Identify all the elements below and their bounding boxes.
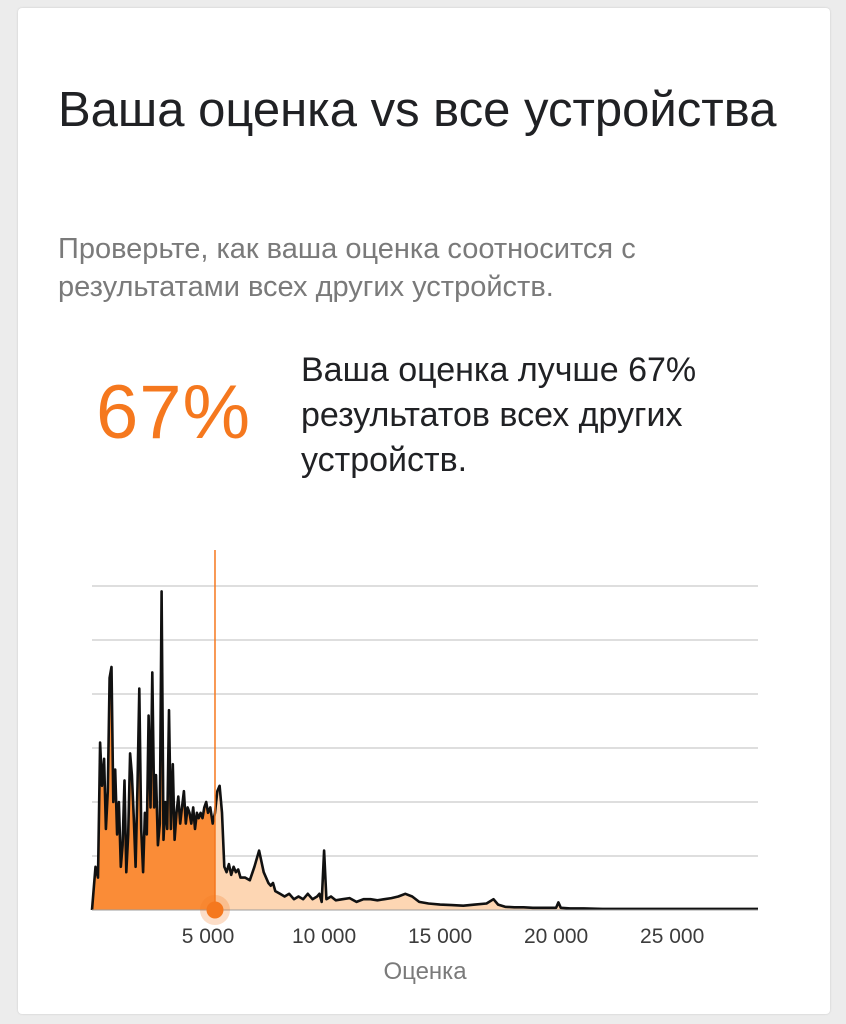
percentile-description: Ваша оценка лучше 67% результатов всех д… (301, 351, 697, 479)
card-subtitle: Проверьте, как ваша оценка соотносится с… (58, 233, 636, 303)
x-tick-label: 5 000 (182, 925, 235, 948)
x-tick-label: 20 000 (524, 925, 588, 948)
score-comparison-card: Ваша оценка vs все устройства Проверьте,… (18, 8, 830, 1014)
distribution-curve (90, 590, 758, 911)
x-tick-label: 10 000 (292, 925, 356, 948)
distribution-area-below-score (92, 591, 215, 910)
x-tick-label: 25 000 (640, 925, 704, 948)
score-distribution-chart: 5 000 10 000 15 000 20 000 25 000 Оценка (90, 550, 758, 985)
chart-gridlines (92, 585, 758, 857)
x-axis-ticks: 5 000 10 000 15 000 20 000 25 000 (182, 925, 705, 948)
card-title: Ваша оценка vs все устройства (58, 83, 777, 137)
your-score-marker[interactable] (206, 901, 224, 919)
x-tick-label: 15 000 (408, 925, 472, 948)
percentile-value: 67% (96, 370, 252, 455)
distribution-area-above-score (214, 785, 758, 910)
x-axis-title: Оценка (383, 958, 467, 985)
